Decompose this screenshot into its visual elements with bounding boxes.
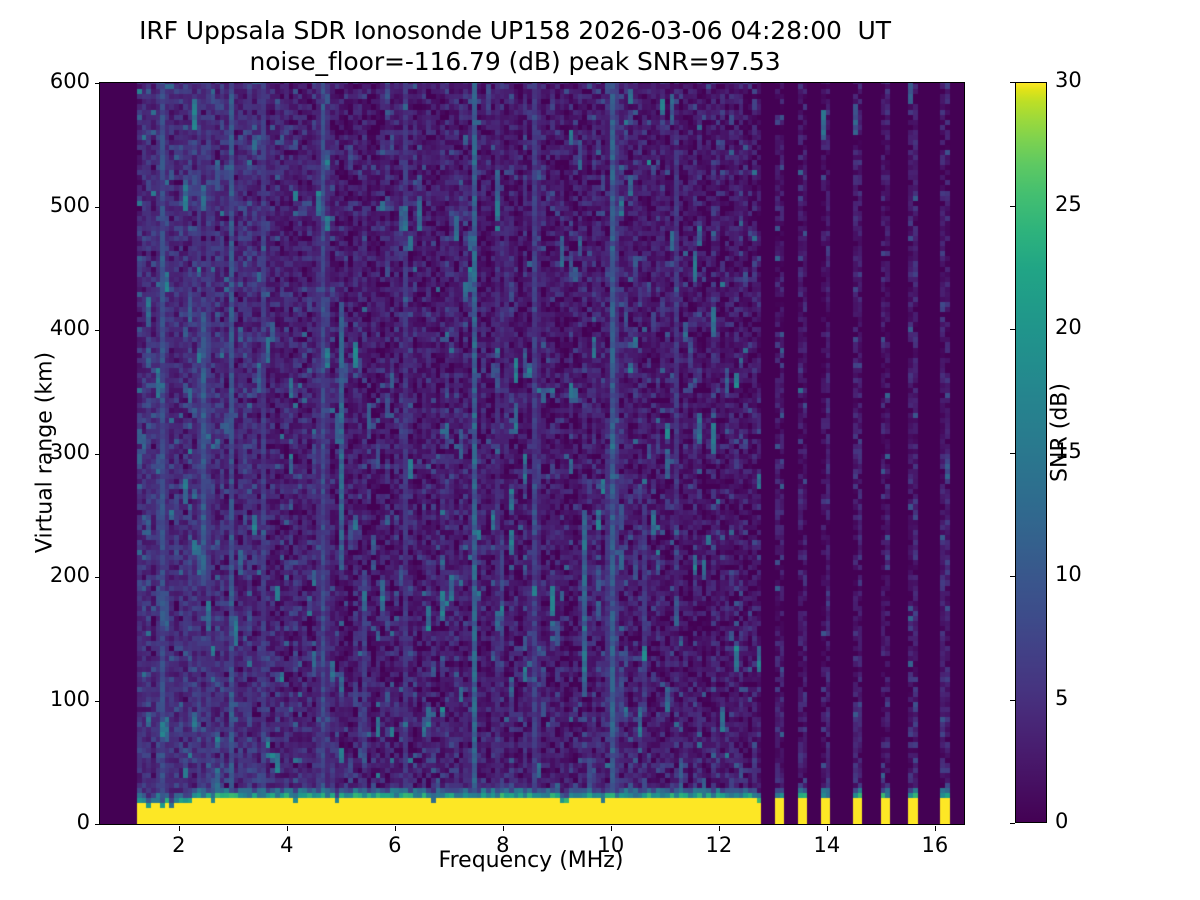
y-tick-label: 100 (49, 686, 90, 711)
colorbar-tick-label: 25 (1055, 191, 1082, 216)
y-tick-mark (95, 824, 100, 826)
x-tick-mark (610, 826, 613, 831)
colorbar-tick-mark (1010, 576, 1015, 578)
x-tick-label: 6 (388, 833, 402, 857)
colorbar: 0 5 10 15 20 25 30 (1010, 68, 1082, 833)
colorbar-tick-label: 0 (1055, 809, 1069, 833)
x-tick-mark (286, 826, 289, 831)
y-tick-label: 600 (49, 69, 90, 93)
ionogram-heatmap (100, 83, 964, 824)
x-tick-mark (826, 826, 829, 831)
y-tick-label: 0 (76, 810, 90, 834)
y-tick-label: 300 (49, 439, 90, 464)
colorbar-tick-mark (1010, 329, 1015, 331)
x-tick-mark (934, 826, 937, 831)
x-tick-label: 12 (705, 833, 733, 857)
colorbar-tick-mark (1010, 205, 1015, 207)
y-tick-mark (95, 453, 100, 455)
y-tick-mark (95, 330, 100, 332)
y-tick-label: 500 (49, 192, 90, 217)
title-line-1: IRF Uppsala SDR Ionosonde UP158 2026-03-… (139, 16, 891, 45)
x-tick-mark (394, 826, 397, 831)
colorbar-tick-label: 30 (1055, 68, 1082, 92)
plot-axes: 2 4 6 8 10 12 14 16 0 100 200 300 400 500 600 (50, 69, 965, 857)
x-tick-label: 16 (921, 833, 949, 857)
x-tick-mark (718, 826, 721, 831)
x-tick-label: 4 (280, 833, 294, 857)
y-tick-mark (95, 206, 100, 208)
x-tick-label: 14 (813, 833, 841, 857)
figure-title: IRF Uppsala SDR Ionosonde UP158 2026-03-… (0, 16, 1030, 77)
x-tick-mark (178, 826, 181, 831)
x-tick-label: 2 (172, 833, 186, 857)
colorbar-tick-label: 10 (1055, 562, 1082, 586)
colorbar-tick-label: 20 (1055, 315, 1082, 339)
y-tick-mark (95, 577, 100, 579)
x-tick-label: 10 (597, 833, 625, 857)
colorbar-tick-mark (1010, 699, 1015, 701)
colorbar-gradient (1015, 82, 1047, 823)
colorbar-tick-label: 15 (1055, 438, 1082, 463)
title-line-2: noise_floor=-116.79 (dB) peak SNR=97.53 (249, 46, 781, 76)
colorbar-label: SNR (dB) (1047, 383, 1073, 482)
y-tick-label: 400 (49, 316, 90, 340)
x-tick-mark (502, 826, 505, 831)
colorbar-tick-mark (1010, 452, 1015, 454)
colorbar-tick-mark (1010, 82, 1015, 84)
y-tick-mark (95, 83, 100, 85)
x-tick-label: 8 (496, 833, 510, 857)
y-axis-label: Virtual range (km) (32, 351, 58, 554)
colorbar-tick-mark (1010, 823, 1015, 825)
y-tick-label: 200 (49, 563, 90, 587)
x-axis-label: Frequency (MHz) (438, 848, 624, 873)
y-tick-mark (95, 700, 100, 702)
colorbar-tick-label: 5 (1055, 685, 1069, 710)
